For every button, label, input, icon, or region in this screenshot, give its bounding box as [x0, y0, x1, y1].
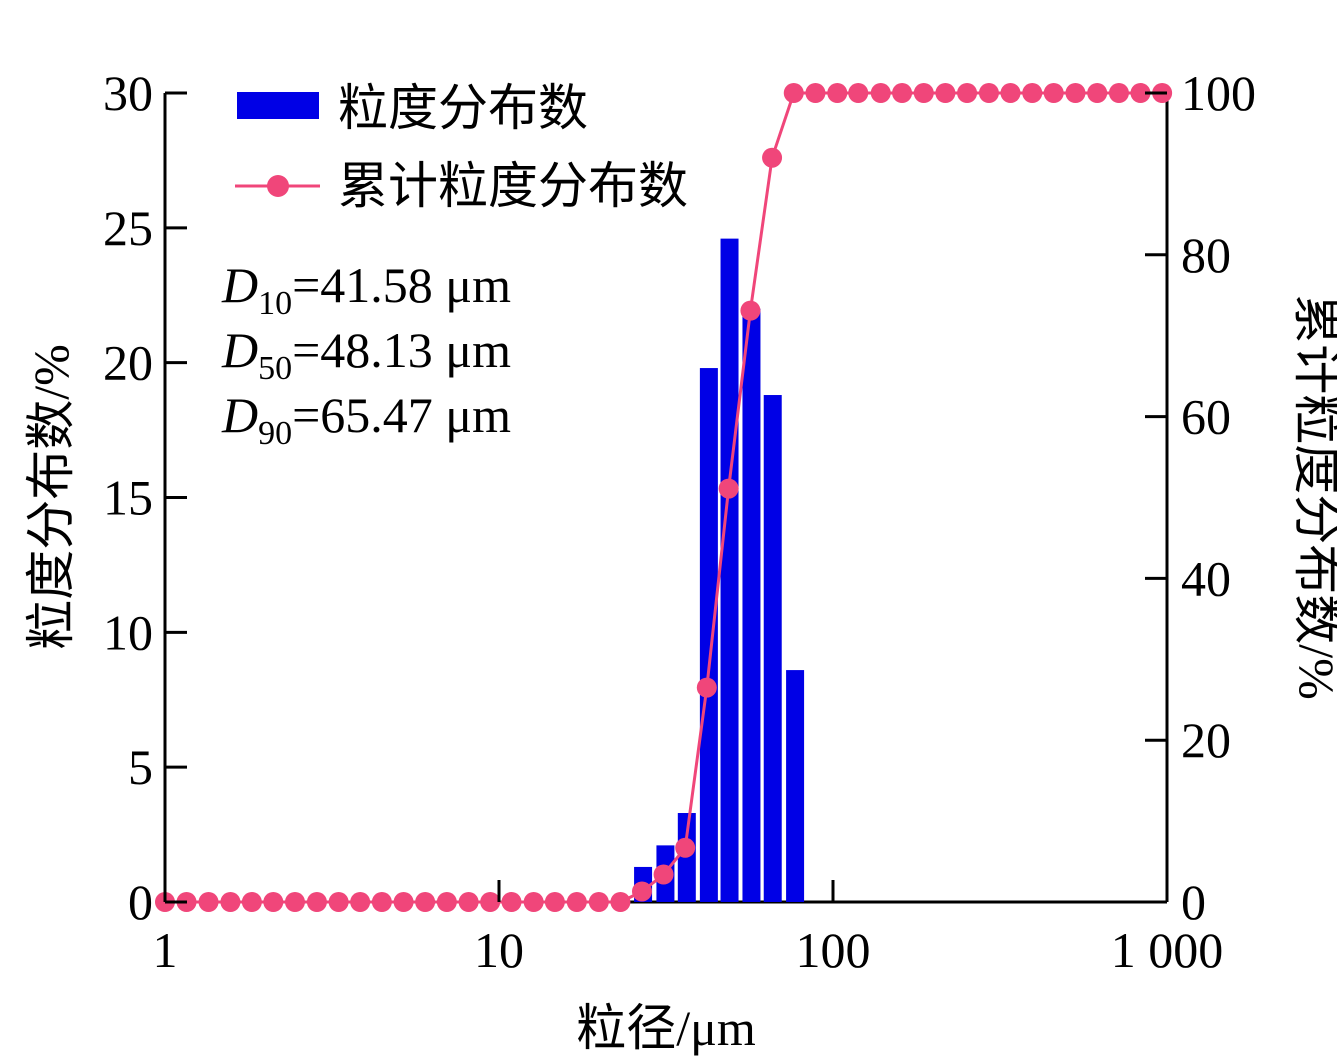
- cumulative-line: [165, 91, 1163, 904]
- cumulative-point-29: [783, 83, 804, 103]
- bar-series: [634, 238, 805, 902]
- right-y-axis-title: 累计粒度分布数/%: [1289, 294, 1337, 700]
- annotation-d10-subscript: 10: [258, 285, 292, 322]
- legend-line-marker: [267, 175, 289, 197]
- annotation-d50-value: =48.13 μm: [292, 322, 511, 378]
- cumulative-point-3: [220, 892, 241, 912]
- left-y-tick-label-0: 0: [128, 874, 153, 930]
- left-y-tick-label-2: 10: [103, 604, 153, 660]
- cumulative-point-31: [827, 83, 848, 103]
- cumulative-point-20: [588, 892, 609, 912]
- bar-3: [699, 368, 718, 902]
- cumulative-point-23: [653, 864, 674, 885]
- legend-label-line: 累计粒度分布数: [338, 158, 688, 214]
- annotation-d10-value: =41.58 μm: [292, 257, 511, 313]
- right-y-tick-label-1: 20: [1181, 712, 1231, 768]
- cumulative-point-28: [762, 147, 783, 168]
- left-y-tick-label-6: 30: [103, 65, 153, 121]
- cumulative-point-14: [458, 892, 479, 912]
- cumulative-point-40: [1022, 83, 1043, 103]
- cumulative-point-13: [436, 892, 457, 912]
- cumulative-point-8: [328, 892, 349, 912]
- cumulative-point-4: [241, 892, 262, 912]
- cumulative-point-24: [675, 837, 696, 858]
- cumulative-point-10: [371, 892, 392, 912]
- cumulative-point-18: [544, 892, 565, 912]
- cumulative-point-5: [263, 892, 284, 912]
- x-tick-label-1: 10: [474, 922, 524, 978]
- cumulative-point-27: [740, 300, 761, 321]
- cumulative-point-9: [350, 892, 371, 912]
- annotation-d90-subscript: 90: [258, 415, 292, 452]
- annotation-d50-subscript: 50: [258, 350, 292, 387]
- cumulative-point-6: [284, 892, 305, 912]
- plot-frame: [163, 93, 1169, 904]
- cumulative-point-25: [696, 677, 717, 698]
- cumulative-point-2: [198, 892, 219, 912]
- x-axis-title: 粒径/μm: [576, 1000, 756, 1056]
- cumulative-point-42: [1065, 83, 1086, 103]
- cumulative-point-15: [480, 892, 501, 912]
- cumulative-point-21: [610, 892, 631, 912]
- cumulative-point-39: [1000, 83, 1021, 103]
- annotation-d10: D10=41.58 μm: [221, 257, 511, 322]
- legend: 粒度分布数 累计粒度分布数: [235, 80, 688, 214]
- right-y-tick-label-3: 60: [1181, 389, 1231, 445]
- line-series: [155, 83, 1173, 912]
- cumulative-point-44: [1108, 83, 1129, 103]
- left-y-tick-label-1: 5: [128, 739, 153, 795]
- cumulative-point-30: [805, 83, 826, 103]
- cumulative-point-35: [913, 83, 934, 103]
- x-tick-label-2: 100: [796, 922, 871, 978]
- left-y-tick-label-4: 20: [103, 335, 153, 391]
- legend-bar-swatch: [237, 92, 319, 119]
- right-y-tick-label-0: 0: [1181, 874, 1206, 930]
- cumulative-point-7: [306, 892, 327, 912]
- bar-6: [763, 395, 782, 902]
- d-value-annotations: D10=41.58 μm D50=48.13 μm D90=65.47 μm: [221, 257, 511, 452]
- annotation-d10-symbol: D: [221, 257, 258, 313]
- axis-ticks: 0 5 10 15 20 25 30 0 20 40 60 80 100 1 10 100 1 000: [103, 65, 1256, 978]
- right-y-tick-label-5: 100: [1181, 65, 1256, 121]
- cumulative-point-45: [1130, 83, 1151, 103]
- cumulative-point-37: [957, 83, 978, 103]
- right-y-tick-label-4: 80: [1181, 227, 1231, 283]
- cumulative-point-32: [848, 83, 869, 103]
- left-y-tick-label-3: 15: [103, 470, 153, 526]
- annotation-d90: D90=65.47 μm: [221, 387, 511, 452]
- bar-7: [786, 670, 805, 902]
- cumulative-point-12: [415, 892, 436, 912]
- left-y-tick-label-5: 25: [103, 200, 153, 256]
- bar-4: [720, 238, 739, 902]
- cumulative-point-16: [501, 892, 522, 912]
- cumulative-point-41: [1043, 83, 1064, 103]
- annotation-d50: D50=48.13 μm: [221, 322, 511, 387]
- cumulative-point-34: [892, 83, 913, 103]
- annotation-d50-symbol: D: [221, 322, 258, 378]
- x-tick-label-0: 1: [153, 922, 178, 978]
- cumulative-point-38: [978, 83, 999, 103]
- x-tick-label-3: 1 000: [1111, 922, 1224, 978]
- cumulative-point-33: [870, 83, 891, 103]
- cumulative-point-17: [523, 892, 544, 912]
- cumulative-point-11: [393, 892, 414, 912]
- cumulative-point-19: [566, 892, 587, 912]
- annotation-d90-symbol: D: [221, 387, 258, 443]
- cumulative-point-43: [1087, 83, 1108, 103]
- cumulative-point-22: [631, 881, 652, 902]
- annotation-d90-value: =65.47 μm: [292, 387, 511, 443]
- legend-label-bars: 粒度分布数: [338, 80, 588, 136]
- cumulative-point-26: [718, 478, 739, 499]
- bar-5: [742, 308, 761, 902]
- right-y-tick-label-2: 40: [1181, 550, 1231, 606]
- cumulative-point-36: [935, 83, 956, 103]
- left-y-axis-title: 粒度分布数/%: [23, 344, 79, 650]
